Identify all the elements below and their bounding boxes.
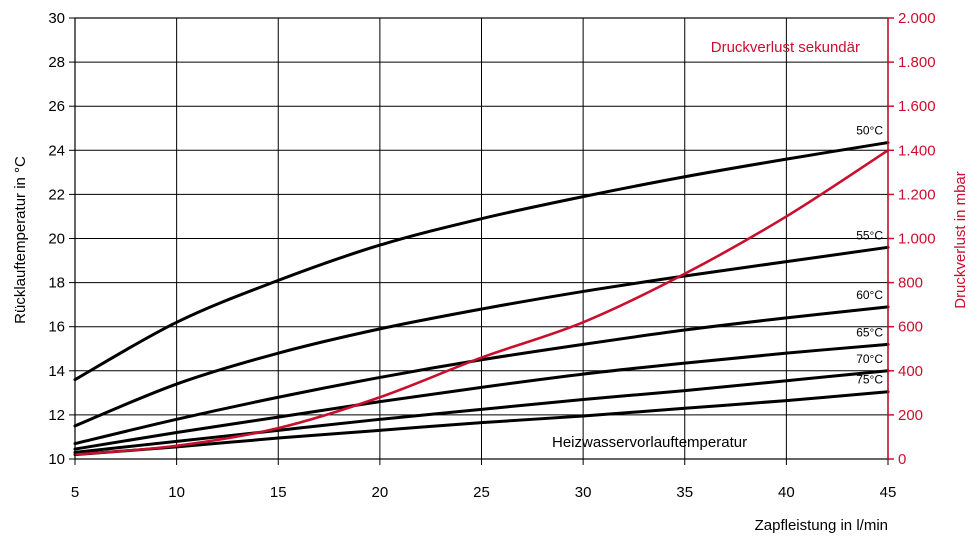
y-tick-label: 18	[48, 275, 65, 292]
x-axis-ticks: 5 10 15 20 25 30 35 40 45	[71, 459, 897, 501]
series-line-75-c	[73, 390, 890, 457]
series-line-65-c	[73, 342, 890, 451]
series-line-60-c	[73, 305, 890, 446]
y-axis-title: Rücklauftemperatur in °C	[12, 156, 29, 324]
curve-group-annotation: Heizwasservorlauftemperatur	[552, 434, 747, 451]
curve-label-55-c: 55°C	[856, 228, 883, 242]
right-axis-ticks: 0 200 400 600 800 1.000 1.200 1.400 1.600 1.800 2.…	[887, 10, 936, 468]
x-tick-label: 10	[168, 484, 185, 501]
series-layer	[73, 141, 890, 457]
curve-label-75-c: 75°C	[856, 373, 883, 387]
curve-label-60-c: 60°C	[856, 288, 883, 302]
curve-labels: 50°C 55°C 60°C 65°C 70°C 75°C	[856, 124, 883, 387]
grid	[74, 17, 889, 460]
y-tick-label: 22	[48, 186, 65, 203]
series-line-70-c	[73, 369, 890, 454]
y2-tick-label: 1.400	[898, 142, 936, 159]
left-axis-ticks: 10 12 14 16 18 20 22 24 26 28 30	[48, 10, 75, 468]
y2-tick-label: 400	[898, 363, 923, 380]
y2-tick-label: 200	[898, 407, 923, 424]
y-tick-label: 10	[48, 451, 65, 468]
y2-tick-label: 1.000	[898, 231, 936, 248]
x-tick-label: 5	[71, 484, 79, 501]
series-line-druckverlust-sekund-r	[73, 149, 890, 456]
series-line-55-c	[73, 245, 890, 428]
y2-tick-label: 1.200	[898, 186, 936, 203]
y2-tick-label: 600	[898, 319, 923, 336]
y2-tick-label: 0	[898, 451, 906, 468]
x-tick-label: 25	[473, 484, 490, 501]
curve-label-50-c: 50°C	[856, 124, 883, 138]
y-tick-label: 20	[48, 231, 65, 248]
x-axis-title: Zapfleistung in l/min	[755, 517, 888, 534]
y-tick-label: 30	[48, 10, 65, 27]
y-tick-label: 28	[48, 54, 65, 71]
y-tick-label: 14	[48, 363, 65, 380]
y-tick-label: 24	[48, 142, 65, 159]
y2-tick-label: 1.800	[898, 54, 936, 71]
curve-label-65-c: 65°C	[856, 325, 883, 339]
x-tick-label: 15	[270, 484, 287, 501]
x-tick-label: 30	[575, 484, 592, 501]
curve-label-70-c: 70°C	[856, 352, 883, 366]
y2-tick-label: 800	[898, 275, 923, 292]
x-tick-label: 45	[880, 484, 897, 501]
y2-axis-title: Druckverlust in mbar	[952, 171, 969, 309]
x-tick-label: 40	[778, 484, 795, 501]
y-tick-label: 16	[48, 319, 65, 336]
y2-tick-label: 2.000	[898, 10, 936, 27]
x-tick-label: 20	[372, 484, 389, 501]
series-line-50-c	[73, 141, 890, 382]
y-tick-label: 12	[48, 407, 65, 424]
y-tick-label: 26	[48, 98, 65, 115]
x-tick-label: 35	[676, 484, 693, 501]
y2-tick-label: 1.600	[898, 98, 936, 115]
red-curve-annotation: Druckverlust sekundär	[711, 39, 860, 56]
